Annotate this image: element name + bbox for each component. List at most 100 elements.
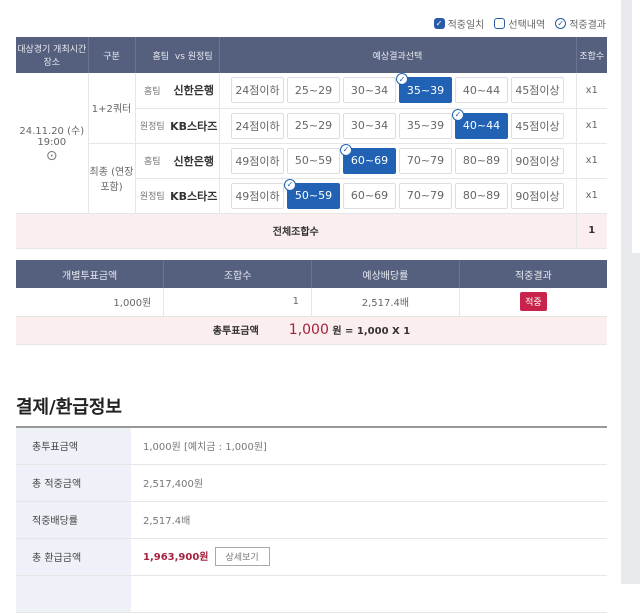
score-option-selected[interactable]: ✓ 40~44	[452, 108, 508, 139]
header-unit-amount: 개별투표금액	[16, 260, 165, 288]
header-type: 구분	[88, 37, 136, 73]
legend-selected: 선택내역	[494, 16, 545, 31]
score-option[interactable]: 49점이하	[231, 182, 284, 209]
score-option[interactable]: 35~39	[399, 112, 452, 139]
score-options: 49점이하 50~59 ✓ 60~69 70~79 80~89 90점이상	[220, 143, 576, 174]
hit-badge: 적중	[520, 292, 547, 312]
score-option[interactable]: 70~79	[399, 182, 452, 209]
match-date: 24.11.20 (수)	[19, 125, 85, 137]
check-circle-icon: ✓	[284, 178, 296, 191]
bet-selection-table: 대상경기 개최시간 장소 구분 홈팀 vs 원정팀 예상결과선택 조합수 24.…	[16, 37, 607, 249]
odds: 2,517.4배	[311, 288, 460, 317]
details-button[interactable]: 상세보기	[214, 547, 270, 566]
match-time: 19:00	[37, 136, 67, 148]
summary-row: 1,000원 1 2,517.4배 적중	[16, 288, 607, 317]
legend: ✓ 적중일치 선택내역 ✓ 적중결과	[433, 16, 606, 31]
team-name: KB스타즈	[169, 108, 220, 144]
row-count: x1	[576, 73, 607, 109]
check-circle-icon: ✓	[396, 73, 408, 86]
score-option[interactable]: 50~59	[287, 147, 340, 174]
side-label: 홈팀	[135, 73, 169, 109]
total-combination-value: 1	[576, 213, 607, 249]
payment-row: 총 적중금액 2,517,400원	[16, 464, 607, 502]
side-panel	[621, 0, 640, 584]
match-info: 24.11.20 (수) 19:00 ⊙	[16, 73, 89, 214]
team-name: KB스타즈	[169, 178, 220, 214]
check-circle-icon: ✓	[452, 108, 464, 121]
score-option[interactable]: 70~79	[399, 147, 452, 174]
score-option[interactable]: 24점이하	[231, 112, 284, 139]
score-option[interactable]: 30~34	[343, 77, 396, 104]
row-label: 총 환급금액	[16, 538, 131, 576]
score-option[interactable]: 25~29	[287, 112, 340, 139]
total-bet-formula: 원 = 1,000 X 1	[332, 326, 411, 337]
row-label: 적중배당률	[16, 501, 131, 539]
total-combination-label: 전체조합수	[16, 213, 577, 249]
unit-amount: 1,000원	[16, 288, 165, 317]
total-combination-row: 전체조합수 1	[16, 213, 607, 249]
score-option[interactable]: 30~34	[343, 112, 396, 139]
header-home: 홈팀	[135, 37, 169, 73]
header-odds: 예상배당률	[311, 260, 460, 288]
checkbox-checked-icon: ✓	[433, 18, 445, 29]
side-label: 원정팀	[135, 108, 169, 144]
score-option-selected[interactable]: ✓ 60~69	[340, 143, 396, 174]
row-count: x1	[576, 143, 607, 179]
score-option[interactable]: 40~44	[455, 77, 508, 104]
score-option[interactable]: 49점이하	[231, 147, 284, 174]
bet-row: 원정팀 KB스타즈 49점이하 ✓ 50~59 60~69 70~79 80~89 90점이상 x…	[16, 178, 607, 214]
bet-type: 최종 (연장포함)	[88, 143, 136, 214]
bet-row: 24.11.20 (수) 19:00 ⊙ 1+2쿼터 홈팀 신한은행 24점이하 25~29 3…	[16, 73, 607, 214]
team-name: 신한은행	[169, 143, 220, 179]
row-label: 총 적중금액	[16, 464, 131, 502]
score-option[interactable]: 60~69	[343, 182, 396, 209]
refund-amount: 1,963,900원	[143, 552, 209, 563]
header-result: 적중결과	[459, 260, 607, 288]
header-options: 예상결과선택	[219, 37, 577, 73]
side-label: 홈팀	[135, 143, 169, 179]
result-cell: 적중	[459, 288, 607, 317]
bet-summary-table: 개별투표금액 조합수 예상배당률 적중결과 1,000원 1 2,517.4배 …	[16, 260, 607, 345]
row-value: 2,517.4배	[131, 501, 607, 539]
score-option[interactable]: 24점이하	[231, 77, 284, 104]
combinations: 1	[163, 288, 312, 317]
team-name: 신한은행	[169, 73, 220, 109]
bet-row: 원정팀 KB스타즈 24점이하 25~29 30~34 35~39 ✓ 40~44 45점이상 x…	[16, 108, 607, 144]
bet-type: 1+2쿼터	[88, 73, 136, 144]
score-options: 24점이하 25~29 30~34 ✓ 35~39 40~44 45점이상	[220, 73, 576, 104]
legend-match: ✓ 적중일치	[433, 16, 484, 31]
score-option[interactable]: 90점이상	[511, 182, 564, 209]
score-options: 49점이하 ✓ 50~59 60~69 70~79 80~89 90점이상	[220, 178, 576, 209]
header-combinations: 조합수	[163, 260, 312, 288]
score-option-selected[interactable]: ✓ 50~59	[284, 178, 340, 209]
total-bet-label: 총투표금액	[212, 326, 259, 337]
row-value: 2,517,400원	[131, 464, 607, 502]
score-option[interactable]: 80~89	[455, 147, 508, 174]
payment-info-table: 총투표금액 1,000원 [예치금 : 1,000원] 총 적중금액 2,517,4…	[16, 426, 607, 613]
location-pin-icon[interactable]: ⊙	[45, 147, 58, 164]
payment-row: 총투표금액 1,000원 [예치금 : 1,000원]	[16, 427, 607, 465]
check-circle-icon: ✓	[555, 18, 567, 29]
score-option-selected[interactable]: ✓ 35~39	[396, 73, 452, 104]
row-label: 총투표금액	[16, 427, 131, 465]
score-option[interactable]: 45점이상	[511, 112, 564, 139]
side-label: 원정팀	[135, 178, 169, 214]
row-value: 1,000원 [예치금 : 1,000원]	[131, 427, 607, 465]
bet-row: 최종 (연장포함) 홈팀 신한은행 49점이하 50~59 ✓ 60~69 70~79 80~8…	[16, 143, 607, 214]
payment-row: 총 환급금액 1,963,900원 상세보기	[16, 538, 607, 576]
score-option[interactable]: 45점이상	[511, 77, 564, 104]
legend-result: ✓ 적중결과	[555, 16, 606, 31]
row-count: x1	[576, 108, 607, 144]
header-away: vs 원정팀	[169, 37, 220, 73]
score-option[interactable]: 25~29	[287, 77, 340, 104]
header-match: 대상경기 개최시간 장소	[16, 37, 89, 73]
total-bet-row: 총투표금액 1,000 원 = 1,000 X 1	[16, 316, 607, 345]
section-title: 결제/환급정보	[16, 397, 122, 418]
total-bet-amount: 1,000	[288, 322, 329, 338]
header-count: 조합수	[576, 37, 607, 73]
check-circle-icon: ✓	[340, 143, 352, 156]
score-option[interactable]: 90점이상	[511, 147, 564, 174]
score-option[interactable]: 80~89	[455, 182, 508, 209]
payment-row	[16, 575, 607, 613]
row-count: x1	[576, 178, 607, 214]
